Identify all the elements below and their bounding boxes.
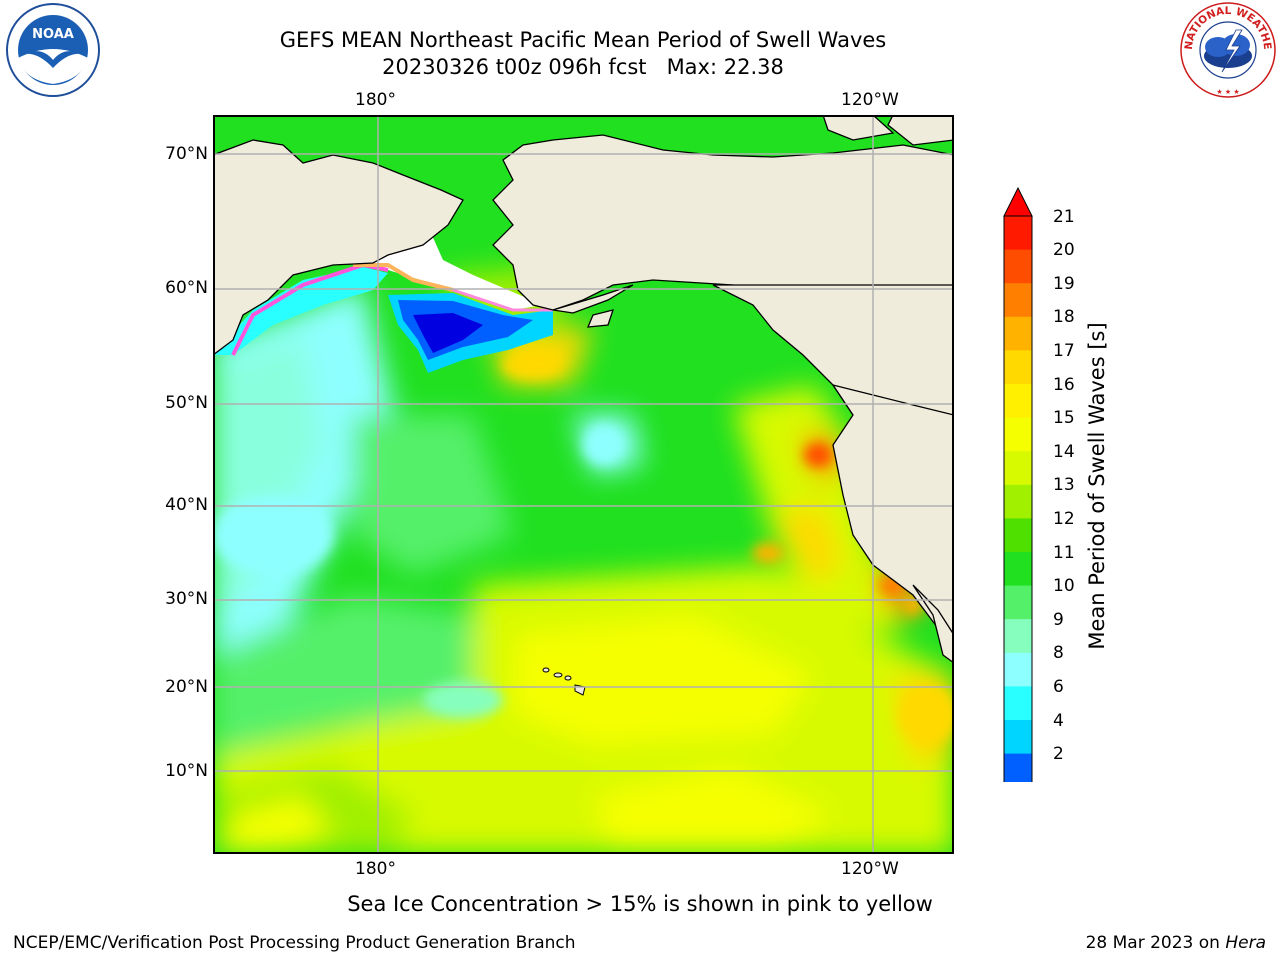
map-border [213,115,954,854]
colorbar-tick: 17 [1053,341,1075,361]
footer-credit: NCEP/EMC/Verification Post Processing Pr… [13,933,576,953]
colorbar-tick: 12 [1053,509,1075,529]
sea-ice-note: Sea Ice Concentration > 15% is shown in … [347,892,933,916]
lat-label-20n: 20°N [165,677,208,697]
lat-label-10n: 10°N [165,761,208,781]
lat-label-40n: 40°N [165,495,208,515]
colorbar-tick: 14 [1053,442,1075,462]
nws-logo: NATIONAL WEATHER SERVICE ★ ★ ★ [1178,0,1276,98]
colorbar-tick: 19 [1053,274,1075,294]
footer-date: 28 Mar 2023 on Hera [1086,933,1266,953]
colorbar-swatch [1004,283,1032,318]
graticule [213,115,954,854]
colorbar-swatch [1004,249,1032,284]
lon-label-bottom-180: 180° [355,859,396,879]
colorbar-swatch [1004,316,1032,351]
colorbar-swatch [1004,619,1032,654]
map-panel [213,115,954,854]
colorbar-tick: 11 [1053,543,1075,563]
colorbar-swatch [1004,652,1032,687]
svg-text:★ ★ ★: ★ ★ ★ [1216,88,1239,96]
colorbar-title: Mean Period of Swell Waves [s] [1085,322,1109,650]
colorbar-tick: 20 [1053,240,1075,260]
colorbar-tick: 16 [1053,375,1075,395]
noaa-logo: NOAA [6,3,100,97]
map-subtitle: 20230326 t00z 096h fcst Max: 22.38 [382,55,784,79]
colorbar-swatch [1004,585,1032,620]
colorbar-tick: 13 [1053,475,1075,495]
lon-label-bottom-120w: 120°W [841,859,899,879]
colorbar-tick: 18 [1053,307,1075,327]
colorbar-swatch [1004,552,1032,587]
colorbar-tick: 8 [1053,643,1064,663]
colorbar-swatch [1004,384,1032,419]
lat-label-50n: 50°N [165,393,208,413]
lat-label-30n: 30°N [165,589,208,609]
colorbar-tick: 2 [1053,744,1064,764]
colorbar-swatch [1004,484,1032,519]
lat-label-60n: 60°N [165,278,208,298]
swell-period-map [213,115,954,854]
colorbar-swatch [1004,417,1032,452]
noaa-wordmark: NOAA [32,27,74,42]
colorbar-swatch [1004,451,1032,486]
colorbar-tick: 21 [1053,207,1075,227]
colorbar-tick: 15 [1053,408,1075,428]
colorbar-swatch [1004,350,1032,385]
colorbar-swatch [1004,753,1032,782]
colorbar-swatch [1004,720,1032,755]
swell-period-detail [213,351,954,745]
colorbar [1003,186,1033,782]
colorbar-tick: 6 [1053,677,1064,697]
map-title: GEFS MEAN Northeast Pacific Mean Period … [279,28,887,52]
colorbar-swatch [1004,216,1032,251]
lon-label-top-180: 180° [355,90,396,110]
lon-label-top-120w: 120°W [841,90,899,110]
colorbar-tick: 4 [1053,711,1064,731]
colorbar-extend-max [1003,186,1033,217]
colorbar-outline [1003,215,1033,782]
colorbar-swatch [1004,518,1032,553]
footer-date-text: 28 Mar 2023 on [1085,933,1226,953]
colorbar-tick: 10 [1053,576,1075,596]
landmasses [213,115,954,664]
colorbar-swatch [1004,686,1032,721]
lat-label-70n: 70°N [165,144,208,164]
colorbar-tick: 9 [1053,610,1064,630]
footer-host: Hera [1225,933,1266,953]
